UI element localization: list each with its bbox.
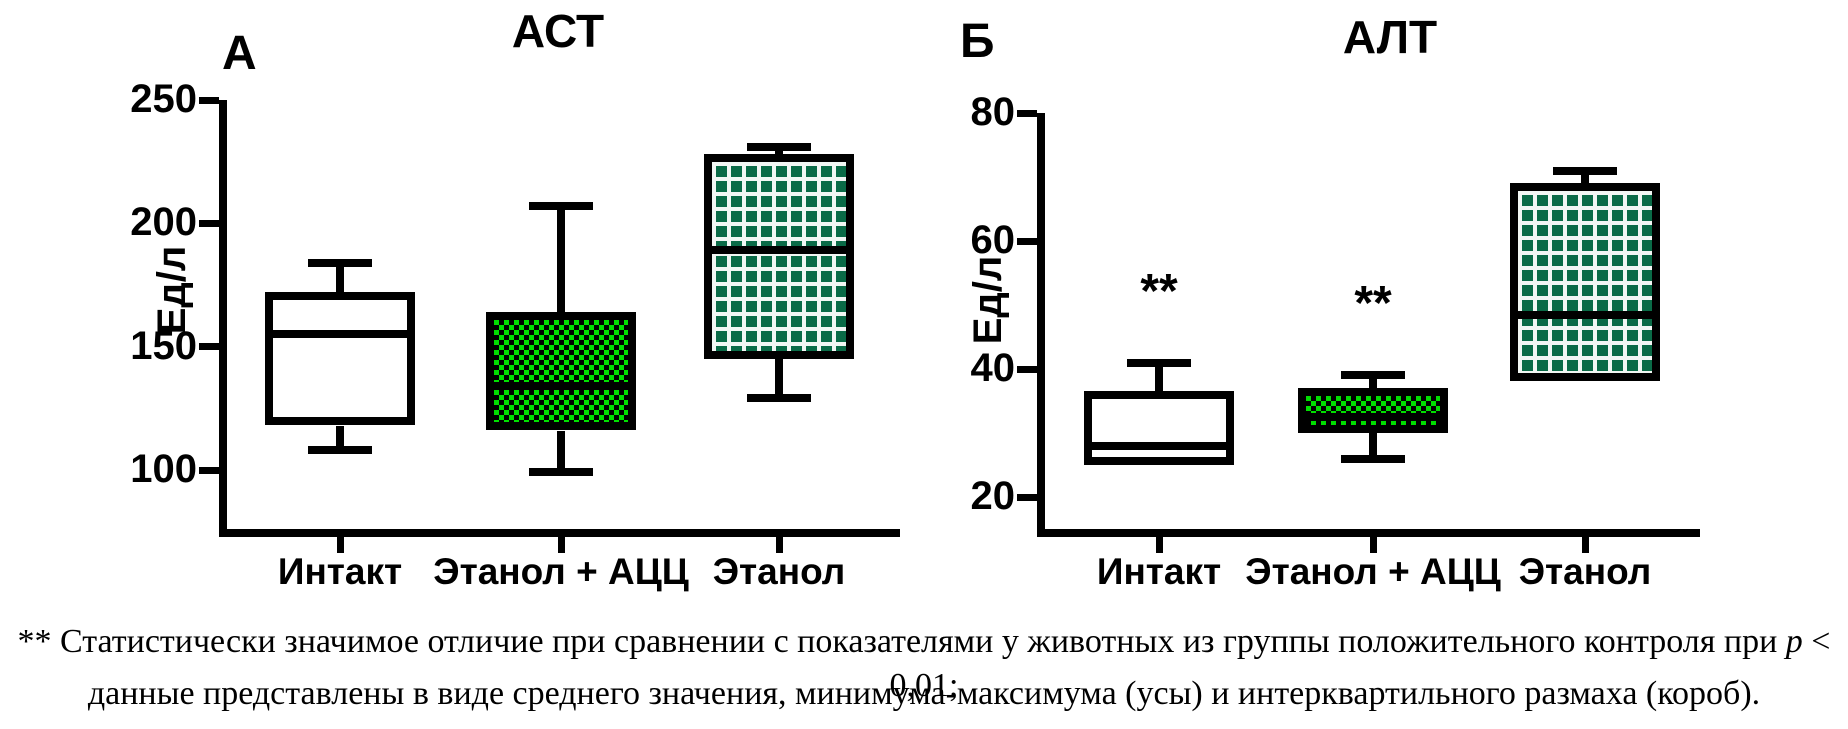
x-category-label: Этанол + АЦЦ (1245, 551, 1501, 592)
upper-whisker-cap (308, 259, 372, 267)
lower-whisker (557, 431, 565, 473)
y-tick-label: 250 (130, 77, 197, 121)
lower-whisker (1369, 433, 1377, 459)
panel-a-title: АСТ (511, 5, 605, 57)
significance-asterisks: ** (1354, 277, 1392, 330)
caption-line-2: данные представлены в виде среднего знач… (0, 672, 1848, 716)
x-category-label: Интакт (277, 551, 403, 592)
box-green-checker (1298, 388, 1448, 433)
upper-whisker (1155, 363, 1163, 392)
upper-whisker (336, 263, 344, 293)
upper-whisker-cap (1553, 167, 1617, 175)
caption-line-1-text: ** Статистически значимое отличие при ср… (17, 623, 1786, 660)
y-tick-label: 40 (970, 346, 1016, 390)
median-line (1084, 442, 1234, 450)
caption-line-2-text: данные представлены в виде среднего знач… (87, 675, 1761, 712)
y-tick-label: 200 (130, 200, 197, 244)
x-category-label: Этанол + АЦЦ (433, 551, 689, 592)
y-tick-mark (1017, 494, 1037, 501)
y-tick-label: 20 (970, 474, 1016, 518)
caption-line-1-tail: < 0,01; (889, 623, 1831, 705)
x-axis (219, 529, 900, 537)
y-tick-mark (199, 220, 219, 227)
median-line (265, 330, 415, 338)
x-tick-mark (1582, 537, 1589, 553)
panel-b-y-axis-label: Ед/л (966, 255, 1010, 345)
box-white (1084, 391, 1234, 465)
box-green-grid (1510, 183, 1660, 381)
upper-whisker (1369, 375, 1377, 388)
caption-line-1: ** Статистически значимое отличие при ср… (0, 620, 1848, 708)
panel-a-y-axis-label: Ед/л (150, 245, 194, 335)
y-axis (1037, 113, 1045, 537)
y-tick-label: 80 (970, 90, 1016, 134)
median-line (704, 246, 854, 254)
median-line (1510, 311, 1660, 319)
upper-whisker-cap (529, 202, 593, 210)
y-tick-label: 100 (130, 447, 197, 491)
y-tick-mark (1017, 238, 1037, 245)
x-category-label: Интакт (1096, 551, 1222, 592)
upper-whisker-cap (1127, 359, 1191, 367)
y-tick-label: 60 (970, 218, 1016, 262)
box-green-checker (486, 312, 636, 430)
upper-whisker-cap (747, 143, 811, 151)
panel-b-title: АЛТ (1342, 11, 1438, 63)
panel-b-letter: Б (960, 15, 995, 68)
box-white (265, 292, 415, 425)
upper-whisker-cap (1341, 371, 1405, 379)
lower-whisker-cap (529, 468, 593, 476)
lower-whisker (775, 359, 783, 398)
x-tick-mark (776, 537, 783, 553)
y-tick-mark (1017, 110, 1037, 117)
y-tick-mark (199, 97, 219, 104)
x-category-label: Этанол (712, 551, 846, 592)
significance-asterisks: ** (1140, 265, 1178, 318)
median-line (1298, 413, 1448, 421)
median-line (486, 382, 636, 390)
x-category-label: Этанол (1518, 551, 1652, 592)
x-tick-mark (337, 537, 344, 553)
y-tick-label: 150 (130, 324, 197, 368)
lower-whisker-cap (308, 446, 372, 454)
lower-whisker (336, 426, 344, 451)
x-tick-mark (558, 537, 565, 553)
x-axis (1037, 529, 1700, 537)
lower-whisker-cap (1341, 455, 1405, 463)
y-tick-mark (199, 467, 219, 474)
upper-whisker (557, 206, 565, 312)
caption-p-symbol: p (1785, 623, 1803, 660)
y-tick-mark (1017, 366, 1037, 373)
lower-whisker-cap (747, 394, 811, 402)
y-axis (219, 100, 227, 537)
box-green-grid (704, 154, 854, 359)
x-tick-mark (1370, 537, 1377, 553)
upper-whisker (1581, 171, 1589, 184)
x-tick-mark (1156, 537, 1163, 553)
panel-a-letter: А (222, 27, 257, 80)
y-tick-mark (199, 343, 219, 350)
